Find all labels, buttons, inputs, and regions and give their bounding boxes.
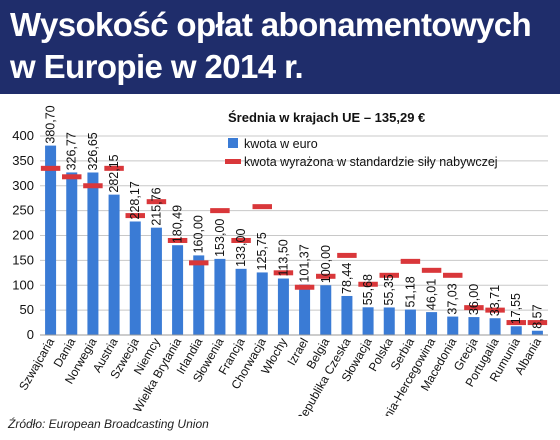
ppp-marker — [421, 267, 442, 273]
y-tick-label: 400 — [12, 128, 34, 143]
title-band: Wysokość opłat abonamentowych w Europie … — [0, 0, 560, 94]
bar — [214, 258, 226, 335]
y-tick-label: 100 — [12, 277, 34, 292]
ppp-marker — [273, 270, 294, 276]
ppp-marker — [146, 199, 167, 205]
bar — [45, 145, 57, 335]
value-label: 101,37 — [298, 244, 312, 282]
ppp-marker — [337, 252, 357, 258]
y-tick-label: 150 — [12, 252, 34, 267]
value-label: 46,01 — [425, 279, 439, 310]
value-label: 51,18 — [403, 276, 417, 307]
value-label: 8,57 — [530, 304, 544, 328]
y-tick-label: 0 — [27, 327, 34, 342]
value-label: 133,00 — [234, 229, 248, 267]
ppp-marker — [104, 165, 124, 171]
bar — [383, 307, 395, 335]
y-tick-label: 350 — [12, 153, 34, 168]
bar — [172, 245, 184, 335]
ppp-marker — [167, 237, 188, 243]
y-tick-label: 200 — [12, 228, 34, 243]
ppp-marker — [189, 260, 209, 266]
legend-label-ppp: kwota wyrażona w standardzie siły nabywc… — [244, 155, 498, 169]
value-label: 380,70 — [44, 105, 58, 143]
value-label: 113,50 — [276, 239, 290, 276]
value-label: 78,44 — [340, 263, 354, 294]
value-label: 55,35 — [382, 274, 396, 305]
legend-swatch-euro — [228, 138, 238, 148]
ppp-marker — [379, 272, 399, 278]
bar — [256, 272, 268, 335]
ppp-marker — [83, 183, 103, 189]
ppp-marker — [443, 272, 463, 278]
value-label: 326,65 — [86, 132, 100, 170]
y-tick-label: 300 — [12, 178, 34, 193]
chart-title-line-1: Wysokość opłat abonamentowych — [10, 6, 532, 43]
ppp-marker — [62, 174, 82, 180]
bar — [341, 295, 353, 335]
value-label: 37,03 — [446, 283, 460, 314]
ppp-marker — [125, 213, 145, 219]
value-labels: 380,70 326,77 326,65 282,15 228,17 215,76 180,… — [44, 105, 545, 328]
chart-title-line-2: w Europie w 2014 r. — [10, 48, 304, 85]
legend-swatch-ppp — [225, 159, 241, 164]
ppp-marker — [506, 320, 526, 326]
bar — [426, 312, 438, 335]
value-label: 36,00 — [467, 284, 481, 315]
bar — [66, 172, 78, 335]
bar — [320, 285, 332, 335]
bar — [468, 317, 480, 335]
bar — [362, 307, 374, 335]
bar — [150, 227, 162, 335]
y-axis: 0 50 100 150 200 250 300 350 400 — [12, 128, 34, 342]
value-label: 153,00 — [213, 219, 227, 257]
bar — [193, 255, 205, 335]
bar — [108, 194, 120, 335]
x-axis: SzwajcariaDaniaNorwegiaAustriaSzwecjaNie… — [16, 334, 548, 416]
value-label: 17,55 — [509, 293, 523, 324]
value-label: 55,68 — [361, 274, 375, 305]
y-tick-label: 50 — [20, 302, 34, 317]
ppp-marker — [464, 305, 484, 311]
bar — [531, 330, 543, 335]
ppp-marker — [358, 281, 378, 287]
legend-label-euro: kwota w euro — [244, 137, 318, 151]
ppp-marker — [400, 258, 421, 264]
value-label: 228,17 — [128, 181, 142, 219]
bar — [129, 221, 141, 335]
bar — [489, 318, 501, 335]
value-label: 180,49 — [171, 205, 185, 243]
bar — [447, 316, 459, 335]
bar-chart: 0 50 100 150 200 250 300 350 400 380,70 326,77 326… — [12, 105, 548, 416]
ppp-marker — [527, 320, 548, 326]
bar — [404, 309, 416, 335]
legend: kwota w euro kwota wyrażona w standardzi… — [225, 137, 498, 169]
ppp-marker — [485, 307, 505, 313]
y-tick-label: 250 — [12, 203, 34, 218]
bar — [277, 278, 289, 335]
markers-series-ppp — [40, 165, 548, 326]
ppp-marker — [252, 204, 272, 210]
value-label: 215,76 — [149, 187, 163, 225]
value-label: 282,15 — [107, 154, 121, 192]
value-label: 125,75 — [255, 232, 269, 270]
bars-series-euro — [45, 145, 543, 335]
gridlines — [40, 135, 548, 336]
value-label: 100,00 — [319, 245, 333, 283]
value-label: 160,00 — [192, 215, 206, 253]
ppp-marker — [40, 165, 61, 171]
source-note: Źródło: European Broadcasting Union — [8, 417, 209, 431]
ppp-marker — [210, 208, 230, 214]
bar — [235, 268, 247, 335]
ppp-marker — [294, 284, 315, 290]
ppp-marker — [316, 273, 336, 279]
bar — [299, 284, 311, 335]
bar — [87, 172, 99, 335]
value-label: 326,77 — [65, 132, 79, 170]
value-label: 33,71 — [488, 285, 502, 316]
bar — [510, 326, 522, 335]
ppp-marker — [231, 237, 251, 243]
chart-subtitle: Średnia w krajach UE – 135,29 € — [228, 110, 425, 125]
